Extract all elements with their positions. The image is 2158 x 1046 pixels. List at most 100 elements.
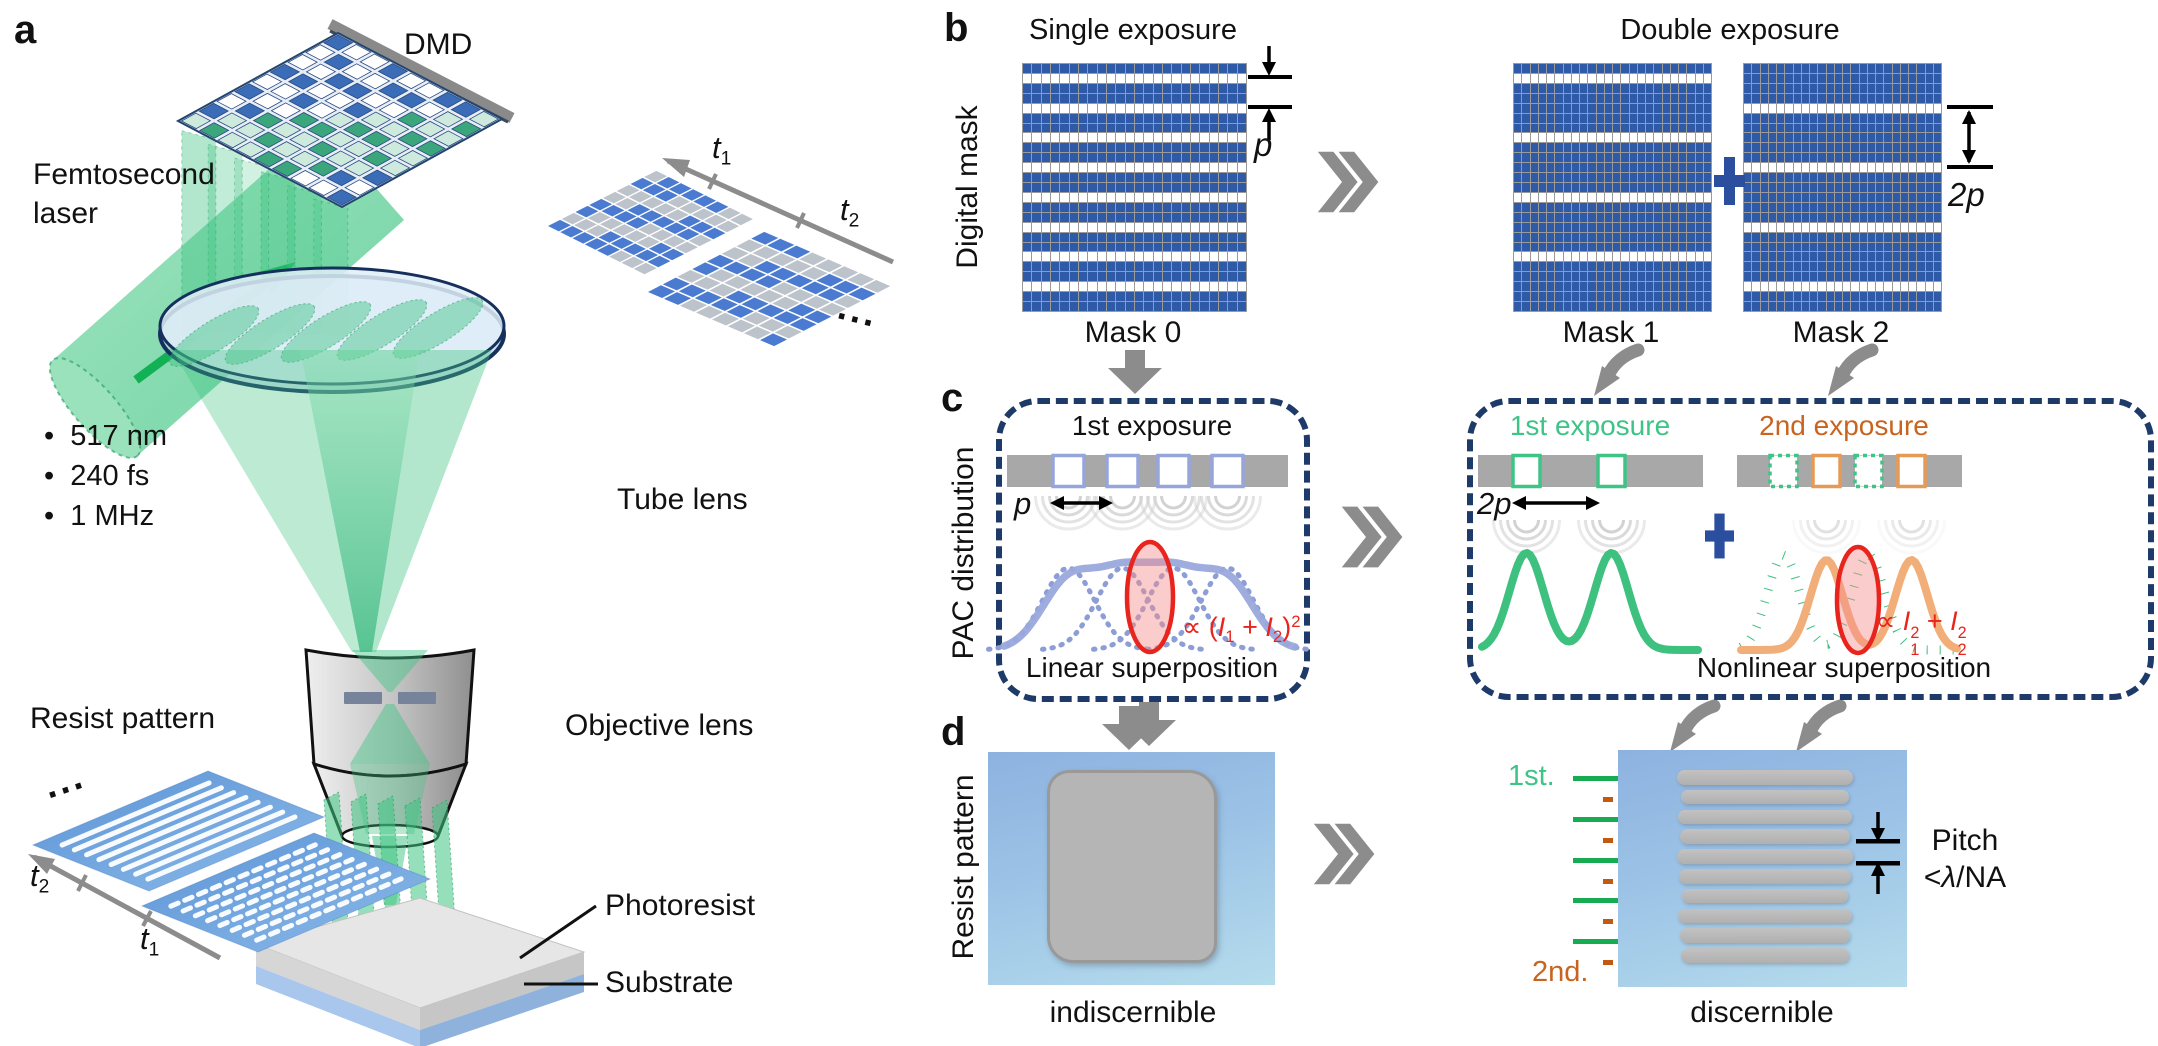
- mask-cell: [1547, 73, 1555, 83]
- first-exposure-tag: 1st.: [1508, 760, 1555, 792]
- mask-cell: [1228, 73, 1237, 83]
- mask-cell: [1744, 202, 1752, 212]
- mask-cell: [1228, 153, 1237, 163]
- mask-cell: [1801, 242, 1809, 252]
- mask-cell: [1892, 292, 1900, 302]
- mask-cell: [1777, 123, 1785, 133]
- arrow-down-icon: [1102, 706, 1156, 750]
- mask-cell: [1580, 133, 1588, 143]
- mask-cell: [1768, 212, 1776, 222]
- mask-cell: [1744, 113, 1752, 123]
- mask-cell: [1596, 93, 1604, 103]
- mask-cell: [1801, 222, 1809, 232]
- mask-cell: [1670, 232, 1678, 242]
- micromirror: [180, 112, 212, 130]
- mask-cell: [1859, 212, 1867, 222]
- micromirror: [323, 53, 354, 71]
- mask-cell: [1621, 192, 1629, 202]
- mask-cell: [1909, 262, 1917, 272]
- mask-cell: [1555, 212, 1563, 222]
- mask-cell: [1621, 103, 1629, 113]
- mask-cell: [1909, 153, 1917, 163]
- mask-cell: [1654, 163, 1662, 173]
- micromirror: [433, 130, 464, 147]
- mask-cell: [1892, 202, 1900, 212]
- mask-cell: [1621, 183, 1629, 192]
- mask-cell: [1752, 153, 1760, 163]
- mask-cell: [1801, 133, 1809, 143]
- mask-cell: [1078, 242, 1088, 252]
- mask-cell: [1629, 252, 1637, 262]
- mask-cell: [1900, 222, 1908, 232]
- mask-cell: [1596, 123, 1604, 133]
- mask-cell: [1563, 123, 1571, 133]
- mask-cell: [1917, 242, 1925, 252]
- mask-cell: [1153, 252, 1162, 262]
- mask-cell: [1793, 202, 1801, 212]
- mask-cell: [1810, 192, 1818, 202]
- mask-cell: [1050, 163, 1060, 173]
- mask-cell: [1522, 292, 1530, 302]
- mask-cell: [1744, 232, 1752, 242]
- mask-cell: [1662, 272, 1670, 282]
- mask-cell: [1228, 93, 1237, 103]
- mask-cell: [1200, 113, 1209, 123]
- mask-cell: [1144, 252, 1153, 262]
- mask-cell: [1843, 183, 1851, 192]
- micromirror: [306, 121, 338, 138]
- mask-cell: [1785, 292, 1793, 302]
- mask-cell: [1228, 123, 1237, 133]
- mask-cell: [1826, 123, 1834, 133]
- mask-cell: [1571, 173, 1579, 183]
- mask-cell: [1023, 282, 1032, 292]
- micromirror: [378, 101, 410, 119]
- mask-cell: [1876, 123, 1884, 133]
- micromirror: [325, 131, 356, 148]
- mask-cell: [1646, 83, 1654, 93]
- mask-cell: [1097, 183, 1106, 192]
- mask-cell: [1097, 272, 1106, 282]
- mask-cell: [1153, 113, 1162, 123]
- resist-line-bar: [1678, 908, 1852, 924]
- mask-cell: [1172, 113, 1181, 123]
- mask-cell: [1181, 232, 1190, 242]
- mask-cell: [1884, 103, 1892, 113]
- wave-ripple-icon: [1898, 519, 1925, 534]
- mask-cell: [1859, 113, 1867, 123]
- mask-cell: [1760, 272, 1768, 282]
- mask-cell: [1237, 163, 1246, 173]
- mask-cell: [1909, 302, 1917, 311]
- mask-cell: [1785, 202, 1793, 212]
- mask-cell: [1826, 163, 1834, 173]
- mask-cell: [1134, 282, 1144, 292]
- micromirror: [397, 130, 428, 148]
- mask-cell: [1933, 123, 1941, 133]
- mask-cell: [1134, 163, 1144, 173]
- mask-cell: [1760, 222, 1768, 232]
- mask-plane-cell: [677, 270, 705, 283]
- mask-cell: [1859, 103, 1867, 113]
- mask-cell: [1162, 232, 1172, 242]
- mask-cell: [1687, 163, 1695, 173]
- mask-plane-cell: [613, 211, 637, 223]
- mask-cell: [1125, 222, 1134, 232]
- mask-cell: [1538, 113, 1546, 123]
- mask-cell: [1181, 202, 1190, 212]
- mask-cell: [1522, 272, 1530, 282]
- mask-cell: [1925, 222, 1933, 232]
- mask-cell: [1153, 272, 1162, 282]
- mask-cell: [1190, 73, 1200, 83]
- mask-cell: [1687, 192, 1695, 202]
- mask-cell: [1588, 192, 1596, 202]
- mask-cell: [1851, 252, 1859, 262]
- mask-cell: [1547, 292, 1555, 302]
- mask-cell: [1933, 222, 1941, 232]
- resist-stripe: [168, 842, 318, 909]
- mask-cell: [1571, 113, 1579, 123]
- mask-cell: [1760, 242, 1768, 252]
- mask-cell: [1580, 183, 1588, 192]
- mask-cell: [1237, 242, 1246, 252]
- mask-cell: [1777, 83, 1785, 93]
- mask-cell: [1218, 212, 1228, 222]
- mask-cell: [1679, 173, 1687, 183]
